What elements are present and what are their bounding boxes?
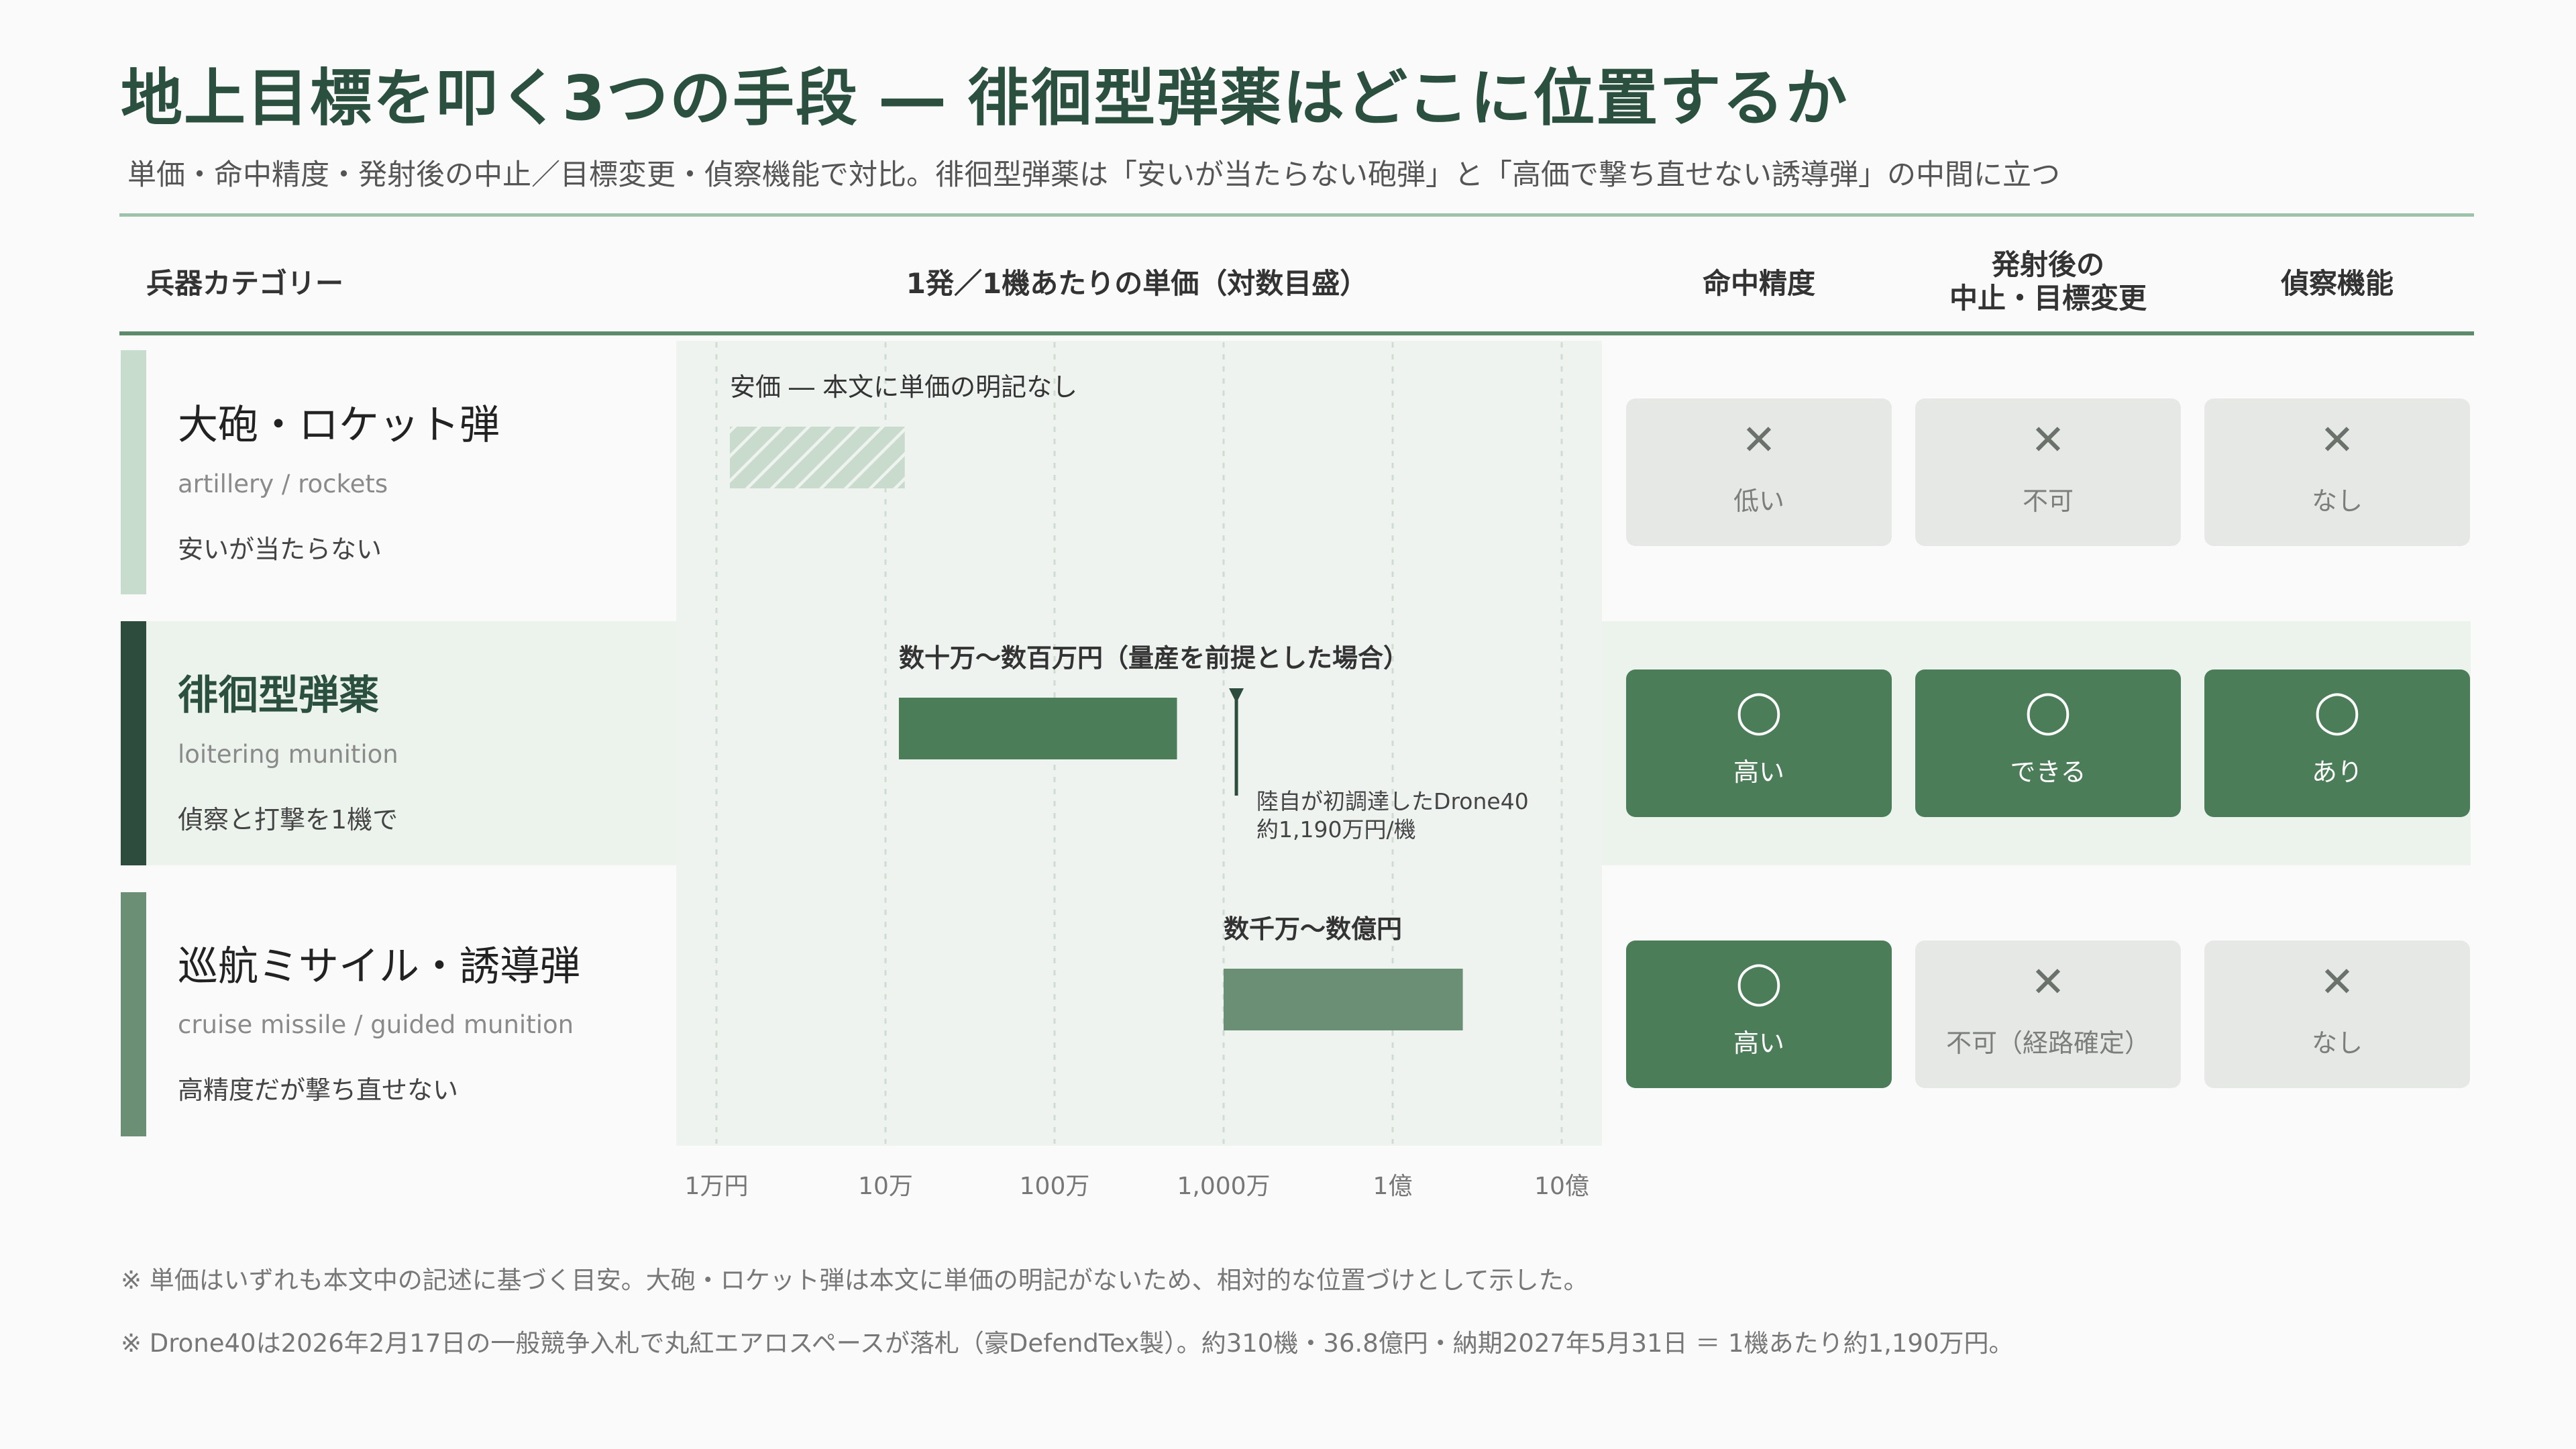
circle-icon: ◯: [1735, 957, 1782, 1006]
cell-abort-artillery: ✕ 不可: [1915, 398, 2181, 546]
cross-icon: ✕: [2320, 415, 2355, 464]
category-note-artillery: 安いが当たらない: [178, 535, 382, 564]
cell-recon-loitering: ◯ あり: [2204, 669, 2470, 817]
header-abort-line1: 発射後の: [1991, 248, 2104, 281]
category-note-missile: 高精度だが撃ち直せない: [178, 1075, 459, 1105]
header-divider: [119, 331, 2474, 335]
price-bar-label: 数十万〜数百万円（量産を前提とした場合）: [899, 643, 1409, 673]
header-category: 兵器カテゴリー: [146, 267, 344, 300]
category-note-loitering: 偵察と打撃を1機で: [178, 805, 398, 835]
x-tick-label: 10億: [1534, 1173, 1589, 1200]
category-en-missile: cruise missile / guided munition: [178, 1010, 574, 1039]
marker-label-line2: 約1,190万円/機: [1256, 816, 1416, 843]
page-subtitle: 単価・命中精度・発射後の中止／目標変更・偵察機能で対比。徘徊型弾薬は「安いが当た…: [127, 158, 2060, 192]
cell-accuracy-missile: ◯ 高い: [1626, 941, 1892, 1088]
category-name-missile: 巡航ミサイル・誘導弾: [178, 943, 580, 990]
x-tick-label: 100万: [1020, 1173, 1090, 1200]
cell-label: あり: [2311, 757, 2363, 787]
cell-label: 不可（経路確定）: [1945, 1028, 2150, 1058]
cell-abort-loitering: ◯ できる: [1915, 669, 2181, 817]
cross-icon: ✕: [1741, 415, 1776, 464]
footnote-1: ※ 単価はいずれも本文中の記述に基づく目安。大砲・ロケット弾は本文に単価の明記が…: [121, 1266, 1589, 1295]
price-bar-label: 安価 ― 本文に単価の明記なし: [730, 372, 1077, 402]
title-divider: [119, 213, 2474, 217]
cell-accuracy-loitering: ◯ 高い: [1626, 669, 1892, 817]
footnote-2: ※ Drone40は2026年2月17日の一般競争入札で丸紅エアロスペースが落札…: [121, 1329, 2014, 1358]
cell-label: なし: [2311, 486, 2363, 516]
cross-icon: ✕: [2031, 957, 2065, 1006]
marker-head: [1229, 688, 1244, 703]
price-bar: [1224, 969, 1463, 1030]
price-bar: [898, 698, 1177, 759]
category-en-artillery: artillery / rockets: [178, 470, 388, 498]
cell-label: 不可: [2022, 486, 2074, 516]
cross-icon: ✕: [2320, 957, 2355, 1006]
price-bar: [729, 427, 905, 488]
chart-bars: [729, 427, 1463, 1030]
cell-label: 低い: [1733, 486, 1784, 516]
circle-icon: ◯: [2025, 686, 2072, 735]
x-tick-label: 1,000万: [1177, 1173, 1270, 1200]
circle-icon: ◯: [2314, 686, 2361, 735]
x-tick-label: 1億: [1373, 1173, 1413, 1200]
x-tick-label: 1万円: [685, 1173, 749, 1200]
cell-recon-missile: ✕ なし: [2204, 941, 2470, 1088]
category-name-artillery: 大砲・ロケット弾: [178, 402, 500, 449]
cell-abort-missile: ✕ 不可（経路確定）: [1915, 941, 2181, 1088]
category-name-loitering: 徘徊型弾薬: [178, 672, 379, 719]
price-bar-label: 数千万〜数億円: [1224, 914, 1402, 944]
cell-accuracy-artillery: ✕ 低い: [1626, 398, 1892, 546]
x-tick-label: 10万: [858, 1173, 913, 1200]
marker-label-line1: 陸自が初調達したDrone40: [1256, 788, 1529, 814]
header-recon: 偵察機能: [2280, 267, 2394, 300]
header-abort-line2: 中止・目標変更: [1949, 282, 2147, 315]
cell-label: できる: [2010, 757, 2086, 787]
cell-label: なし: [2311, 1028, 2363, 1058]
category-color-bar: [121, 621, 146, 865]
chart-tick-labels: 1万円 10万 100万 1,000万 1億 10億: [685, 1173, 1589, 1200]
category-color-bar: [121, 892, 146, 1136]
cell-label: 高い: [1733, 757, 1784, 787]
header-accuracy: 命中精度: [1702, 267, 1815, 300]
cell-label: 高い: [1733, 1028, 1784, 1058]
page-title: 地上目標を叩く3つの手段 ― 徘徊型弾薬はどこに位置するか: [121, 62, 1849, 134]
header-price: 1発／1機あたりの単価（対数目盛）: [906, 267, 1368, 300]
cross-icon: ✕: [2031, 415, 2065, 464]
header-abort: 発射後の 中止・目標変更: [1915, 248, 2181, 315]
category-en-loitering: loitering munition: [178, 740, 398, 769]
category-color-bar: [121, 350, 146, 594]
cell-recon-artillery: ✕ なし: [2204, 398, 2470, 546]
circle-icon: ◯: [1735, 686, 1782, 735]
